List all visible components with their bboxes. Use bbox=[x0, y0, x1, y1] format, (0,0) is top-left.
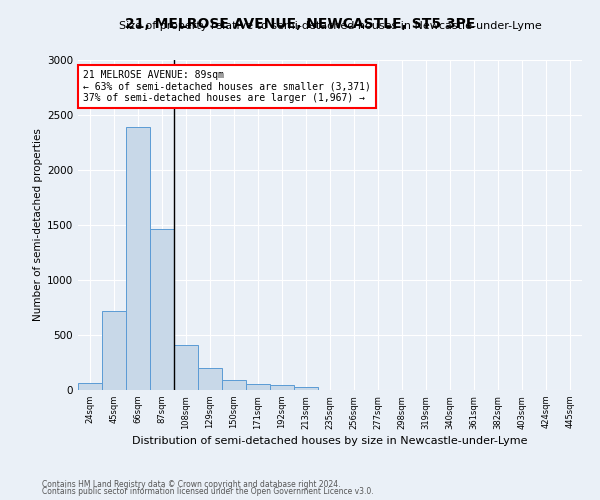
Title: Size of property relative to semi-detached houses in Newcastle-under-Lyme: Size of property relative to semi-detach… bbox=[119, 22, 541, 32]
Text: Contains HM Land Registry data © Crown copyright and database right 2024.: Contains HM Land Registry data © Crown c… bbox=[42, 480, 341, 489]
Bar bbox=[198, 368, 222, 390]
Bar bbox=[246, 384, 270, 390]
Bar bbox=[270, 385, 294, 390]
X-axis label: Distribution of semi-detached houses by size in Newcastle-under-Lyme: Distribution of semi-detached houses by … bbox=[132, 436, 528, 446]
Bar bbox=[174, 345, 198, 390]
Y-axis label: Number of semi-detached properties: Number of semi-detached properties bbox=[33, 128, 43, 322]
Bar bbox=[294, 386, 318, 390]
Text: Contains public sector information licensed under the Open Government Licence v3: Contains public sector information licen… bbox=[42, 488, 374, 496]
Bar bbox=[222, 380, 246, 390]
Bar bbox=[126, 127, 150, 390]
Text: 21 MELROSE AVENUE: 89sqm
← 63% of semi-detached houses are smaller (3,371)
37% o: 21 MELROSE AVENUE: 89sqm ← 63% of semi-d… bbox=[83, 70, 371, 103]
Text: 21, MELROSE AVENUE, NEWCASTLE, ST5 3PE: 21, MELROSE AVENUE, NEWCASTLE, ST5 3PE bbox=[125, 18, 475, 32]
Bar bbox=[78, 384, 102, 390]
Bar bbox=[150, 230, 174, 390]
Bar bbox=[102, 311, 126, 390]
